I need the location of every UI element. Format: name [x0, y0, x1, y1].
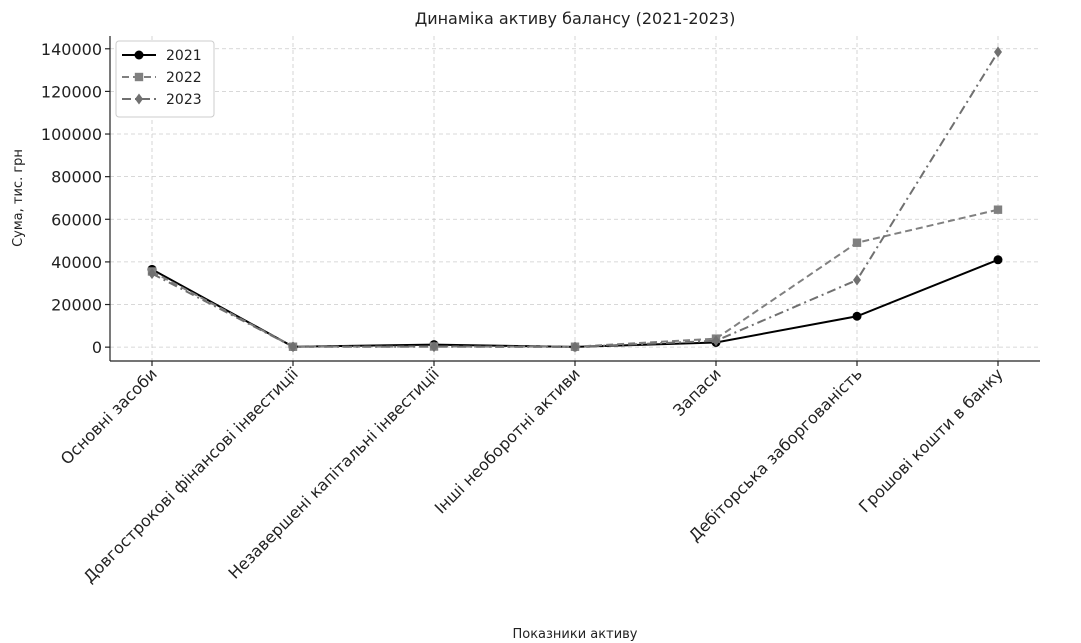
data-point [993, 205, 1003, 214]
data-point [571, 341, 579, 353]
x-tick-label: Грошові кошти в банку [855, 364, 1007, 516]
y-tick-label: 120000 [41, 82, 102, 101]
legend-item: 2021 [122, 48, 202, 64]
data-point [853, 274, 861, 286]
x-tick-label: Основні засоби [57, 364, 161, 468]
series [147, 46, 1003, 353]
data-point [994, 46, 1002, 58]
legend-label: 2022 [166, 70, 202, 86]
data-point [852, 238, 862, 247]
legend-label: 2023 [166, 92, 202, 108]
y-ticks: 0 20000 40000 60000 80000 100000 120000 140000 [41, 40, 110, 357]
x-tick-label: Довгострокові фінансові інвестиції [80, 364, 303, 587]
data-point [135, 93, 143, 105]
legend-item: 2023 [122, 92, 202, 108]
x-tick-label: Дебіторська заборгованість [685, 364, 866, 545]
x-tick-label: Запаси [669, 364, 725, 420]
x-tick-label: Інші необоротні активи [431, 364, 584, 517]
chart-title: Динаміка активу балансу (2021-2023) [415, 9, 736, 28]
data-point [289, 341, 297, 353]
data-point [430, 341, 438, 353]
grid [110, 36, 1040, 361]
data-point [134, 50, 144, 60]
data-point [993, 255, 1003, 265]
data-point [134, 72, 144, 82]
data-point [148, 268, 156, 280]
legend-item: 2022 [122, 70, 202, 86]
y-tick-label: 140000 [41, 40, 102, 59]
x-axis-label: Показники активу [512, 627, 637, 642]
y-tick-label: 100000 [41, 125, 102, 144]
legend: 2021 2022 2023 [115, 40, 215, 118]
y-axis-label: Сума, тис. грн [11, 149, 26, 247]
y-tick-label: 0 [92, 338, 102, 357]
y-tick-label: 20000 [51, 296, 102, 315]
y-tick-label: 40000 [51, 253, 102, 272]
data-point [712, 335, 720, 347]
y-tick-label: 60000 [51, 210, 102, 229]
series-2023 [148, 46, 1002, 353]
y-tick-label: 80000 [51, 168, 102, 187]
legend-label: 2021 [166, 48, 202, 64]
data-point [852, 311, 862, 321]
